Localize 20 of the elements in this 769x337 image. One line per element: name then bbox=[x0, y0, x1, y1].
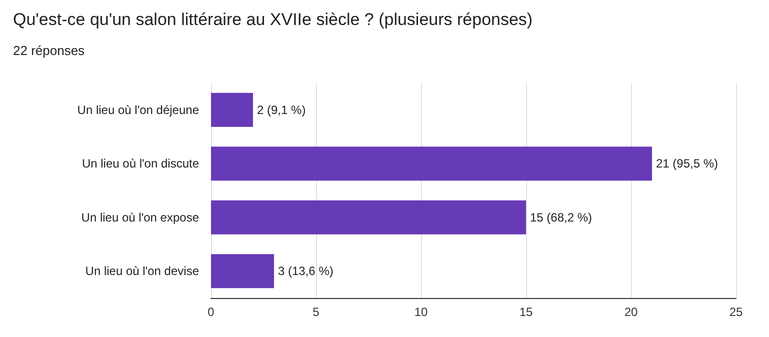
y-tick-label: Un lieu où l'on devise bbox=[85, 264, 200, 278]
chart-title: Qu'est-ce qu'un salon littéraire au XVIIe siècle ? (plusieurs réponses) bbox=[13, 10, 533, 29]
bar bbox=[211, 92, 253, 127]
data-label: 15 (68,2 %) bbox=[530, 210, 592, 224]
x-tick-label: 25 bbox=[729, 305, 743, 319]
bar bbox=[211, 146, 652, 181]
text: 22 réponses bbox=[13, 43, 86, 58]
data-label: 3 (13,6 %) bbox=[278, 264, 334, 278]
data-label: 21 (95,5 %) bbox=[656, 156, 718, 171]
data-label: 2 (9,1 %) bbox=[257, 102, 306, 117]
y-tick-label: Un lieu où l'on déjeune bbox=[77, 102, 200, 117]
bar bbox=[211, 200, 526, 234]
x-tick-label: 5 bbox=[312, 305, 320, 319]
bar bbox=[211, 254, 274, 288]
x-tick-label: 10 bbox=[414, 305, 428, 319]
x-tick-label: 20 bbox=[624, 305, 638, 319]
y-tick-label: Un lieu où l'on discute bbox=[82, 156, 200, 171]
x-tick-label: 15 bbox=[519, 305, 533, 319]
x-tick-label: 0 bbox=[208, 305, 215, 319]
y-tick-label: Un lieu où l'on expose bbox=[81, 210, 200, 224]
